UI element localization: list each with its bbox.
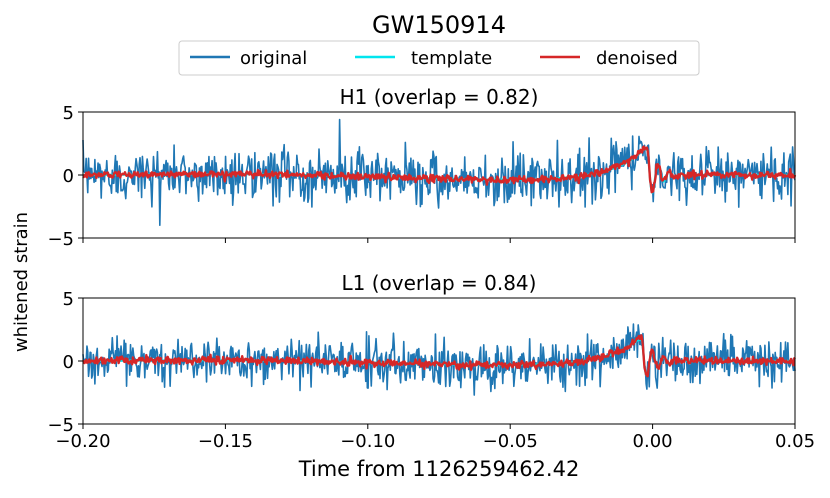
y-tick-label-l1: 5 [63, 289, 74, 310]
legend-label-original: original [240, 48, 307, 69]
x-tick-label: 0.05 [775, 431, 815, 452]
series-denoised-l1 [82, 334, 796, 378]
panel-h1-title: H1 (overlap = 0.82) [340, 85, 539, 109]
panel-l1: L1 (overlap = 0.84) −5 0 5 −0.20 −0.15 −0.10… [47, 271, 815, 452]
series-denoised-h1 [82, 145, 797, 194]
panel-h1: H1 (overlap = 0.82) −5 0 5 [47, 85, 797, 250]
panel-l1-title: L1 (overlap = 0.84) [342, 271, 537, 295]
y-tick-label-l1: −5 [47, 415, 74, 436]
legend-label-template: template [411, 48, 492, 69]
legend-label-denoised: denoised [596, 48, 678, 69]
x-tick-label: −0.10 [340, 431, 395, 452]
x-tick-label: −0.05 [483, 431, 538, 452]
x-tick-label: −0.20 [55, 431, 110, 452]
panel-l1-plot [82, 323, 796, 396]
x-tick-label: 0.00 [633, 431, 673, 452]
x-axis-label: Time from 1126259462.42 [298, 457, 580, 481]
y-tick-label-h1: 5 [63, 103, 74, 124]
series-original-h1 [82, 118, 796, 227]
x-tick-label: −0.15 [198, 431, 253, 452]
chart-title: GW150914 [372, 11, 506, 39]
legend-frame [178, 40, 700, 76]
y-tick-label-h1: 0 [63, 166, 74, 187]
panel-h1-plot [82, 118, 797, 227]
y-tick-label-h1: −5 [47, 229, 74, 250]
y-axis-label: whitened strain [11, 212, 32, 352]
series-original-l1 [82, 323, 796, 396]
y-tick-label-l1: 0 [63, 352, 74, 373]
legend: original template denoised [178, 40, 700, 76]
